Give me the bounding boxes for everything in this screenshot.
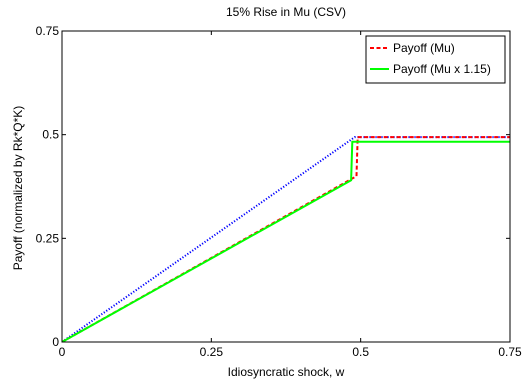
x-tick-label: 0.25 — [200, 345, 224, 359]
y-tick-label: 0.25 — [36, 231, 60, 245]
legend: Payoff (Mu) Payoff (Mu x 1.15) — [365, 35, 506, 84]
series-line-2 — [62, 136, 510, 342]
y-tick-label: 0.75 — [36, 24, 60, 38]
chart-title: 15% Rise in Mu (CSV) — [226, 5, 346, 19]
axes-box — [61, 30, 511, 343]
plot-area — [62, 136, 510, 342]
y-axis-label: Payoff (normalized by Rk*Q*K) — [11, 106, 25, 271]
legend-box — [365, 35, 506, 84]
y-tick-label: 0 — [52, 335, 59, 349]
axes: 0 0.25 0.5 0.75 0 0.25 0.5 0.75 — [36, 24, 522, 359]
x-axis-label: Idiosyncratic shock, w — [228, 365, 345, 379]
x-tick-label: 0.5 — [352, 345, 369, 359]
x-tick-label: 0 — [59, 345, 66, 359]
series-line-1 — [62, 136, 510, 342]
x-tick-label: 0.75 — [498, 345, 522, 359]
y-tick-label: 0.5 — [42, 128, 59, 142]
legend-label: Payoff (Mu x 1.15) — [393, 62, 491, 76]
legend-label: Payoff (Mu) — [393, 41, 455, 55]
series-line-3 — [62, 140, 510, 342]
